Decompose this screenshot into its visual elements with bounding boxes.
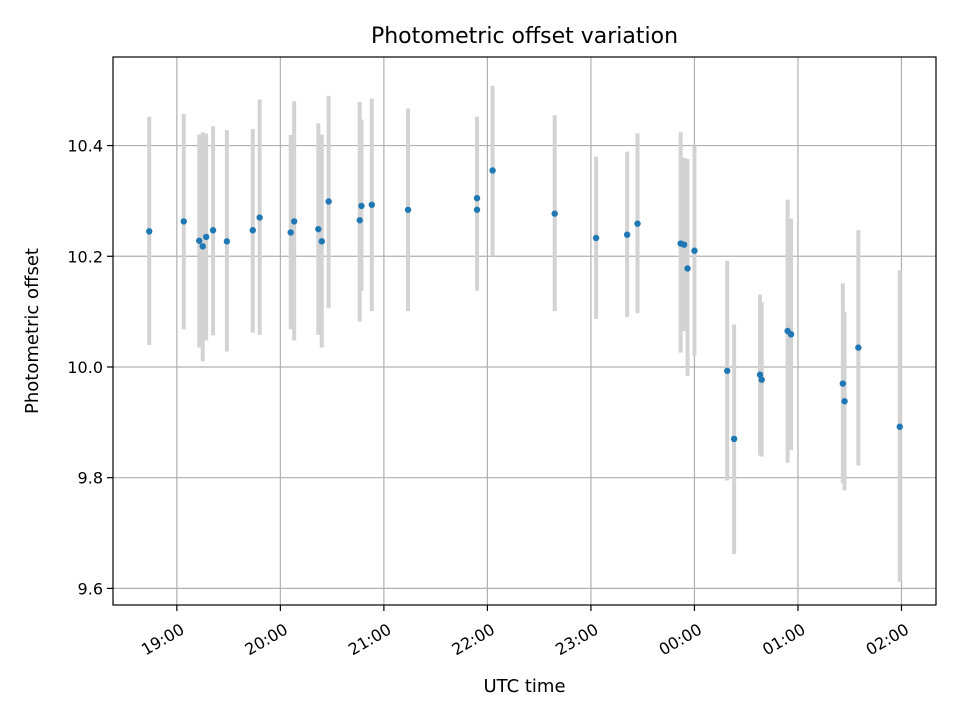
x-tick-label: 20:00 (242, 620, 291, 660)
data-point (287, 229, 294, 236)
y-tick-label: 10.2 (67, 247, 103, 266)
y-tick-label: 9.8 (78, 469, 103, 488)
y-tick-label: 10.0 (67, 358, 103, 377)
data-point (489, 167, 496, 174)
data-point (368, 201, 376, 208)
data-point (473, 206, 481, 213)
data-point (841, 398, 848, 405)
data-point (724, 367, 731, 375)
data-point (196, 237, 203, 244)
data-point (473, 194, 481, 202)
data-point (256, 214, 263, 221)
data-point (199, 243, 206, 250)
plot-frame (112, 56, 937, 606)
data-point (839, 380, 847, 387)
axis-ticks: 19:00 20:00 21:00 22:00 23:00 00:00 01:00 02:00… (67, 137, 912, 660)
data-point (684, 265, 691, 272)
data-point (855, 344, 862, 351)
y-tick-label: 9.6 (78, 579, 103, 598)
data-point (634, 220, 641, 227)
data-point (249, 227, 256, 234)
data-point (318, 238, 325, 245)
data-point (325, 198, 332, 205)
x-tick-label: 19:00 (138, 620, 187, 660)
data-point (315, 225, 322, 233)
data-point (756, 371, 764, 378)
data-point (680, 241, 688, 248)
data-point (730, 435, 738, 443)
data-point (180, 218, 187, 225)
grid (113, 57, 936, 605)
data-point (356, 217, 363, 224)
x-tick-label: 22:00 (449, 620, 498, 660)
data-point (623, 231, 631, 238)
data-point (787, 331, 795, 338)
y-tick-label: 10.4 (67, 137, 103, 156)
data-point (404, 206, 412, 213)
x-tick-label: 00:00 (656, 620, 705, 660)
x-axis-label: UTC time (483, 676, 565, 697)
data-point (896, 423, 903, 430)
x-tick-label: 01:00 (759, 620, 808, 660)
data-point (146, 228, 153, 235)
chart-title: Photometric offset variation (371, 24, 678, 49)
data-point (223, 238, 231, 245)
data-point (592, 234, 600, 242)
data-point (691, 247, 698, 254)
data-points (146, 167, 903, 443)
data-point (202, 233, 210, 241)
x-tick-label: 23:00 (552, 620, 601, 660)
x-tick-label: 02:00 (863, 620, 912, 660)
data-point (551, 210, 558, 217)
y-axis-label: Photometric offset (22, 248, 43, 414)
x-tick-label: 21:00 (345, 620, 394, 660)
data-point (358, 202, 365, 210)
data-point (290, 218, 298, 225)
data-point (209, 227, 217, 234)
data-point (758, 376, 765, 383)
